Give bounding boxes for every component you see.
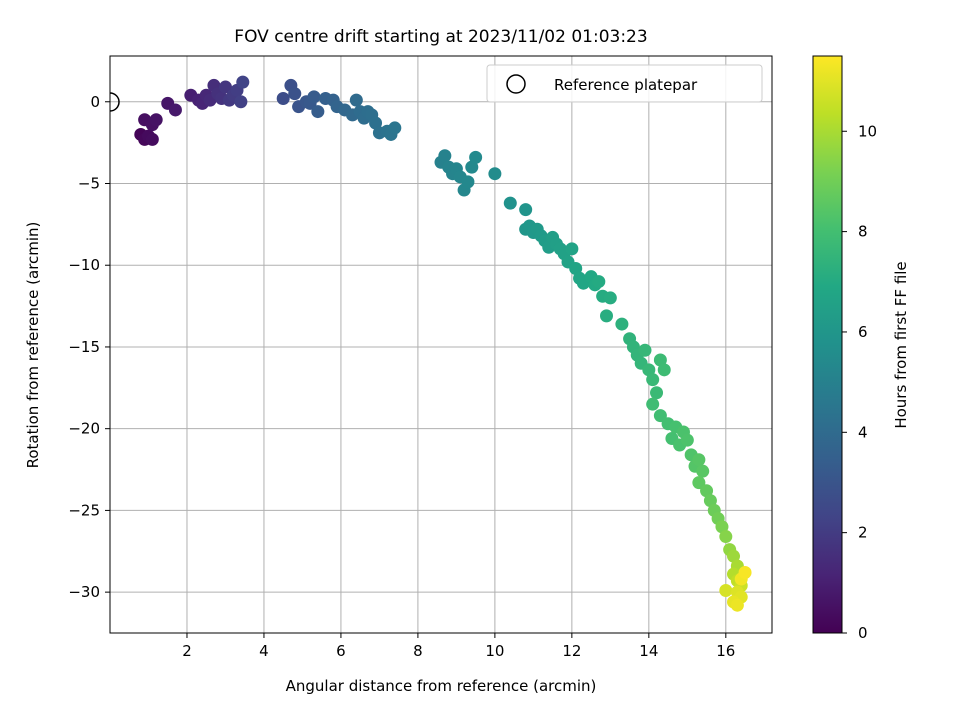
x-tick-label: 12 [562,642,581,660]
data-point [469,150,483,164]
data-point [642,363,656,377]
data-point [727,549,741,563]
legend-box [486,64,763,103]
data-point [650,386,664,400]
data-point [311,105,325,119]
data-point [438,149,452,163]
colorbar-label: Hours from first FF file [892,261,910,428]
data-point [149,113,163,127]
colorbar-tick-label: 10 [858,122,877,140]
y-tick-label: −20 [68,420,100,438]
data-point [465,160,479,174]
data-point [653,409,667,423]
data-point [218,80,232,94]
y-axis-ticks: 0 −5 −10 −15 −20 −25 −30 [68,93,110,601]
data-point [603,291,617,305]
data-point [700,484,714,498]
data-point [307,90,321,104]
y-tick-label: −15 [68,338,100,356]
data-point [646,397,660,411]
data-point [519,203,533,217]
colorbar-tick-label: 4 [858,423,868,441]
chart-title: FOV centre drift starting at 2023/11/02 … [234,27,647,47]
grid-lines [110,56,772,633]
data-point [738,566,752,580]
data-point [592,275,606,289]
x-axis-label: Angular distance from reference (arcmin) [286,677,597,695]
reference-platepar-marker [110,92,120,112]
x-tick-label: 10 [485,642,504,660]
legend-marker-icon [506,74,526,94]
data-point [696,464,710,478]
y-axis-label: Rotation from reference (arcmin) [24,222,42,469]
data-point [565,242,579,256]
x-axis-ticks: 2 4 6 8 10 12 14 16 [182,633,735,660]
colorbar-ticks: 0 2 4 6 8 10 [842,122,877,642]
colorbar-gradient [812,55,843,634]
colorbar-tick-label: 2 [858,524,868,542]
data-point [145,132,159,146]
data-point [569,261,583,275]
x-tick-label: 16 [716,642,735,660]
data-point [692,453,706,467]
data-point [488,167,502,181]
data-point [703,494,717,508]
data-point [388,121,402,135]
data-point [730,598,744,612]
data-point [615,317,629,331]
x-tick-label: 6 [336,642,346,660]
data-point [719,530,733,544]
colorbar-tick-label: 6 [858,323,868,341]
data-point [638,343,652,357]
colorbar-tick-label: 8 [858,223,868,241]
y-tick-label: −5 [78,174,100,192]
data-point [719,584,733,598]
data-point [461,175,475,189]
data-point [369,116,383,130]
data-point [168,103,182,117]
data-point [653,353,667,367]
data-point [646,373,660,387]
data-point [503,196,517,210]
data-points [134,75,752,612]
x-tick-label: 8 [413,642,423,660]
colorbar-tick-label: 0 [858,624,868,642]
data-point [657,363,671,377]
colorbar: 0 2 4 6 8 10 Hours from first FF file [812,55,910,642]
x-tick-label: 2 [182,642,192,660]
data-point [234,95,248,109]
data-point [715,520,729,534]
data-point [236,75,250,89]
data-point [692,476,706,490]
y-tick-label: −25 [68,501,100,519]
plot-frame [109,55,773,634]
data-point [600,309,613,323]
data-point [349,93,363,107]
data-point [276,91,290,105]
legend: Reference platepar [486,64,763,103]
data-point [288,87,302,101]
legend-entry-label: Reference platepar [554,76,698,94]
x-tick-label: 14 [639,642,658,660]
data-point [680,433,694,447]
y-tick-label: −10 [68,256,100,274]
y-tick-label: 0 [90,93,100,111]
y-tick-label: −30 [68,583,100,601]
x-tick-label: 4 [259,642,269,660]
